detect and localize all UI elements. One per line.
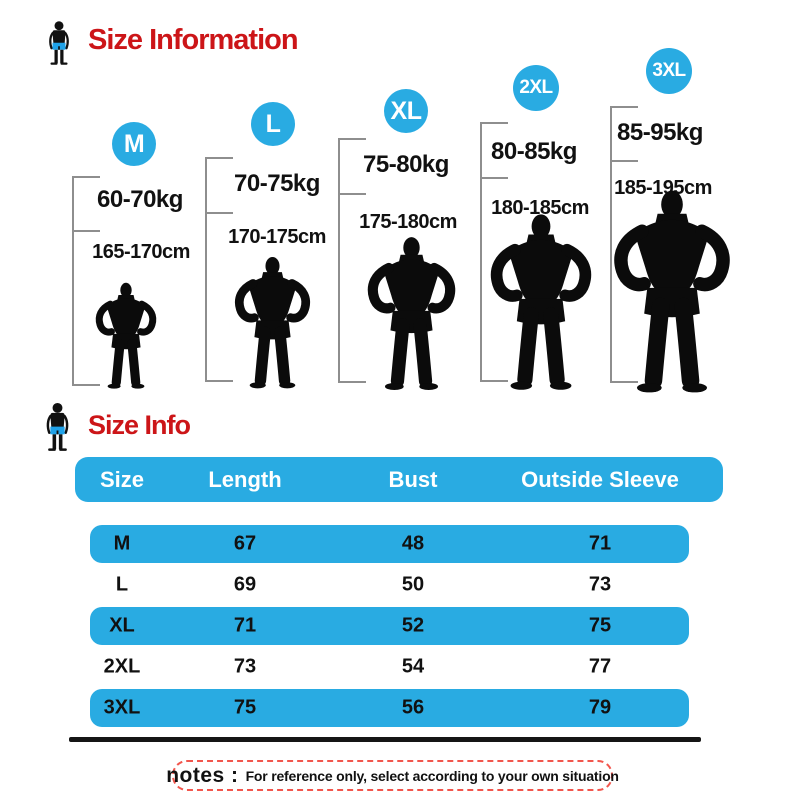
height-range-3xl: 185-195cm: [614, 177, 712, 199]
cell-length: 69: [233, 573, 257, 596]
person-icon: [49, 20, 69, 66]
page-title: Size Information: [88, 24, 299, 56]
cell-length: 73: [233, 655, 257, 678]
row-highlight-band: [90, 607, 689, 645]
height-range-xl: 175-180cm: [359, 211, 457, 233]
figure-silhouette-m: [93, 282, 159, 390]
notes-box: notes : For reference only, select accor…: [166, 760, 619, 791]
weight-range-3xl: 85-95kg: [617, 119, 703, 146]
cell-sleeve: 75: [588, 614, 612, 637]
cell-bust: 56: [401, 696, 425, 719]
size-badge-2xl: 2XL: [513, 65, 559, 111]
height-range-m: 165-170cm: [92, 241, 190, 263]
cell-size: XL: [109, 614, 135, 637]
size-badge-3xl: 3XL: [646, 48, 692, 94]
row-highlight-band: [90, 525, 689, 563]
weight-range-m: 60-70kg: [97, 186, 183, 213]
weight-range-2xl: 80-85kg: [491, 138, 577, 165]
table-header-row: Size Length Bust Outside Sleeve: [75, 457, 723, 502]
measure-bracket-xl: [338, 138, 368, 383]
column-header-size: Size: [99, 466, 145, 492]
measure-bracket-3xl: [610, 106, 640, 383]
divider-line: [69, 737, 701, 742]
figure-silhouette-3xl: [610, 189, 734, 395]
notes-label: notes :: [166, 763, 239, 787]
column-header-outside-sleeve: Outside Sleeve: [521, 466, 679, 492]
cell-bust: 48: [401, 532, 425, 555]
weight-range-l: 70-75kg: [234, 170, 320, 197]
cell-size: M: [113, 532, 131, 555]
cell-length: 67: [233, 532, 257, 555]
cell-sleeve: 73: [588, 573, 612, 596]
cell-size: 2XL: [103, 655, 141, 678]
figure-silhouette-xl: [364, 236, 459, 392]
table-row: M 67 48 71: [75, 525, 723, 563]
cell-length: 71: [233, 614, 257, 637]
cell-bust: 54: [401, 655, 425, 678]
cell-length: 75: [233, 696, 257, 719]
measure-bracket-l: [205, 157, 235, 382]
section-title: Size Info: [88, 410, 191, 440]
table-row: 3XL 75 56 79: [75, 689, 723, 727]
height-range-l: 170-175cm: [228, 226, 326, 248]
person-icon: [46, 401, 69, 453]
table-row: XL 71 52 75: [75, 607, 723, 645]
cell-bust: 52: [401, 614, 425, 637]
notes-text: For reference only, select according to …: [245, 767, 619, 784]
figure-silhouette-2xl: [487, 213, 595, 392]
size-badge-xl: XL: [384, 89, 428, 133]
cell-size: L: [115, 573, 129, 596]
size-badge-m: M: [112, 122, 156, 166]
row-highlight-band: [90, 689, 689, 727]
cell-sleeve: 71: [588, 532, 612, 555]
table-row: 2XL 73 54 77: [75, 648, 723, 686]
cell-sleeve: 79: [588, 696, 612, 719]
cell-sleeve: 77: [588, 655, 612, 678]
measure-bracket-m: [72, 176, 102, 386]
figure-silhouette-l: [232, 256, 313, 390]
weight-range-xl: 75-80kg: [363, 151, 449, 178]
measure-bracket-2xl: [480, 122, 510, 382]
height-range-2xl: 180-185cm: [491, 197, 589, 219]
size-table: Size Length Bust Outside Sleeve M 67 48 …: [75, 457, 723, 737]
cell-size: 3XL: [103, 696, 141, 719]
size-badge-l: L: [251, 102, 295, 146]
column-header-bust: Bust: [388, 466, 438, 492]
table-row: L 69 50 73: [75, 566, 723, 604]
column-header-length: Length: [208, 466, 282, 492]
cell-bust: 50: [401, 573, 425, 596]
